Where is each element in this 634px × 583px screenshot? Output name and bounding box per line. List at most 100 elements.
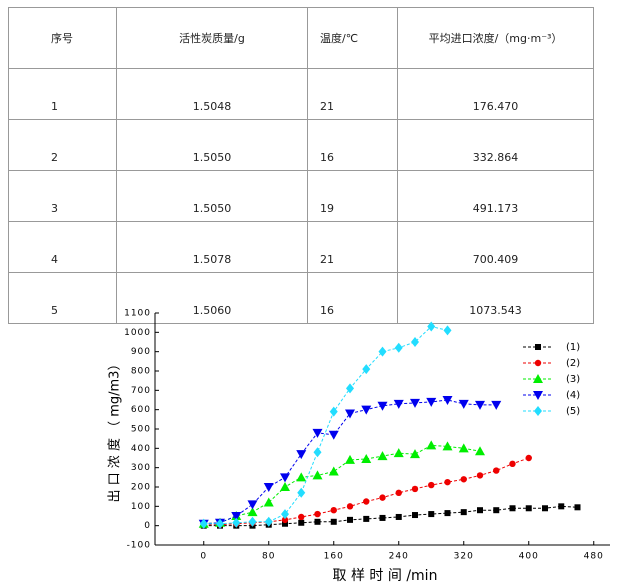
marker	[280, 482, 290, 491]
marker	[477, 507, 483, 514]
table-cell: 5	[8, 272, 117, 324]
marker	[328, 430, 339, 440]
marker	[329, 406, 338, 417]
marker	[361, 405, 372, 415]
marker	[362, 364, 371, 375]
y-tick-label: 100	[131, 502, 151, 512]
marker	[363, 498, 370, 505]
table-cell: 3	[8, 170, 117, 222]
y-tick-label: 0	[144, 521, 151, 531]
marker	[378, 346, 387, 357]
marker	[345, 454, 355, 464]
marker	[458, 399, 469, 409]
x-tick-label: 400	[519, 552, 539, 562]
table-cell: 1.5078	[116, 221, 308, 273]
y-tick-label: 1100	[124, 309, 151, 319]
marker	[411, 485, 419, 493]
marker	[460, 476, 467, 483]
marker	[313, 447, 322, 458]
table-cell: 1.5050	[116, 170, 308, 222]
marker	[574, 504, 581, 511]
x-tick-label: 160	[324, 552, 344, 562]
series-line	[203, 457, 529, 526]
y-tick-label: 900	[131, 347, 151, 357]
y-tick-label: 300	[131, 463, 151, 473]
marker	[525, 454, 532, 462]
y-tick-label: 800	[131, 367, 151, 377]
marker	[377, 401, 388, 411]
marker	[247, 500, 258, 510]
marker	[395, 513, 402, 520]
marker	[361, 453, 372, 463]
marker	[346, 503, 354, 510]
marker	[216, 518, 224, 529]
marker	[426, 440, 437, 450]
x-tick-label: 320	[454, 552, 474, 562]
table-cell: 491.173	[397, 170, 594, 222]
marker	[379, 494, 386, 501]
marker	[410, 449, 420, 459]
header-cell: 序号	[8, 7, 117, 69]
marker	[534, 359, 542, 367]
series-line	[203, 325, 448, 525]
table-row: 1 1.5048 21 176.470	[8, 68, 594, 120]
header-cell: 平均进口浓度/（mg·m⁻³）	[397, 7, 594, 69]
table-cell: 4	[8, 221, 117, 273]
table-row: 5 1.5060 16 1073.543	[8, 272, 594, 324]
marker	[411, 337, 419, 347]
marker	[558, 503, 565, 510]
data-table: 序号 活性炭质量/g 温度/℃ 平均进口浓度/（mg·m⁻³） 1 1.5048 2…	[8, 7, 594, 324]
marker	[264, 516, 273, 527]
marker	[379, 514, 386, 521]
marker	[393, 399, 404, 409]
table-cell: 21	[307, 221, 398, 273]
marker	[493, 467, 500, 474]
marker	[345, 409, 355, 419]
marker	[281, 516, 289, 524]
marker	[296, 472, 307, 482]
marker	[330, 507, 337, 514]
marker	[297, 487, 306, 498]
table-cell: 1.5050	[116, 119, 308, 171]
table-cell: 1073.543	[397, 272, 594, 324]
marker	[442, 441, 453, 451]
table-cell: 176.470	[397, 68, 594, 120]
legend-label: (5)	[566, 406, 580, 417]
marker	[458, 443, 469, 453]
marker	[312, 470, 323, 480]
marker	[363, 515, 370, 522]
marker	[535, 344, 541, 350]
marker	[298, 513, 305, 521]
marker	[282, 520, 288, 527]
marker	[199, 518, 208, 529]
marker	[493, 507, 500, 514]
marker	[248, 516, 257, 527]
table-cell: 1	[8, 68, 117, 120]
legend-label: (1)	[566, 342, 580, 353]
header-cell: 温度/℃	[307, 7, 398, 69]
marker	[347, 516, 353, 523]
series-line	[203, 444, 481, 525]
legend-label: (4)	[566, 390, 580, 401]
marker	[443, 325, 452, 336]
marker	[427, 321, 436, 332]
marker	[298, 519, 305, 526]
marker	[475, 400, 485, 410]
table-cell: 1.5048	[116, 68, 308, 120]
marker	[314, 518, 321, 525]
marker	[328, 466, 339, 476]
x-tick-label: 240	[389, 552, 409, 562]
x-tick-label: 80	[262, 552, 275, 562]
table-cell: 700.409	[397, 221, 594, 273]
marker	[412, 512, 418, 519]
y-tick-label: 600	[131, 405, 151, 415]
table-row: 3 1.5050 19 491.173	[8, 170, 594, 222]
marker	[525, 505, 532, 512]
marker	[394, 342, 403, 353]
table-cell: 21	[307, 68, 398, 120]
marker	[509, 505, 516, 512]
y-tick-label: 1000	[124, 328, 151, 338]
y-tick-label: 200	[131, 483, 151, 493]
y-axis-label: 出 口 浓 度 （ mg/m3）	[107, 358, 123, 503]
